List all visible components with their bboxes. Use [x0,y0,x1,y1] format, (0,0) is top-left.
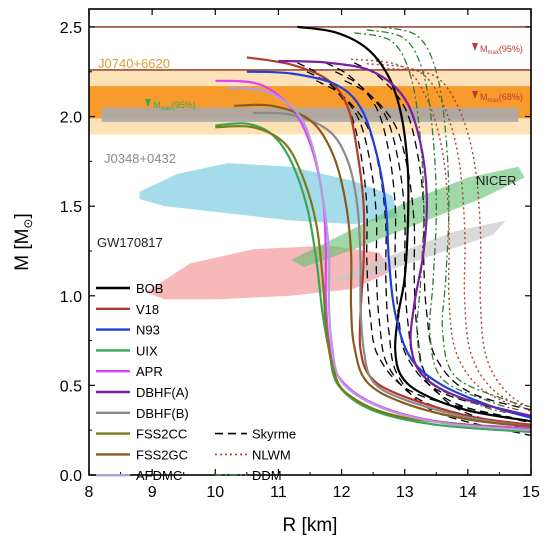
x-tick-label: 12 [333,484,351,501]
nlwm-curve [366,63,531,413]
legend-label: APR [136,364,163,379]
gw170817-pink-region [145,245,393,300]
skyrme-curve [353,62,531,411]
legend-label: DBHF(B) [136,406,189,421]
label-layer: J0740+6620 J0348+0432 GW170817 NICER R [… [12,56,516,536]
gw170817-label: GW170817 [97,235,163,250]
y-tick-label: 0.0 [60,468,82,485]
legend-label: AFDMC [136,468,182,483]
x-axis-label: R [km] [283,515,338,536]
legend-label: FSS2GC [136,447,188,462]
legend-family-label: DDM [252,468,282,483]
series-curve-afdmc [227,86,531,432]
nlwm-curve [382,67,531,409]
curve-layer [215,25,531,437]
j0348-label: J0348+0432 [104,151,176,166]
legend-label: N93 [136,323,160,338]
nicer-label: NICER [476,173,516,188]
x-tick-label: 10 [206,484,224,501]
series-curve-dbhf-b- [253,111,531,428]
mmax-left-label: Mmax(95%) [145,99,196,112]
mmax-68-label-text: Mmax(68%) [480,92,523,104]
series-curve-bob [297,25,531,423]
skyrme-curve [344,80,531,431]
legend-label: V18 [136,302,159,317]
y-tick-label: 1.5 [60,199,82,216]
x-tick-label: 14 [459,484,477,501]
y-tick-label: 2.0 [60,110,82,127]
series-curve-fss2cc [215,125,531,432]
legend-family-label: NLWM [252,447,291,462]
x-tick-label: 13 [396,484,414,501]
legend-label: UIX [136,343,158,358]
y-tick-label: 0.5 [60,378,82,395]
nicer-region-gray [328,220,506,282]
mmax-95-label-arrow [472,43,478,51]
y-tick-label: 1.0 [60,289,82,306]
mmax-left-label-arrow [145,99,151,107]
series-curve-n93 [246,70,531,419]
mmax-95-label-text: Mmax(95%) [480,44,523,56]
x-tick-label: 15 [522,484,540,501]
mmax-68-label-arrow [472,91,478,99]
y-tick-label: 2.5 [60,20,82,37]
series-curve-dbhf-a- [278,59,531,417]
x-tick-label: 11 [270,484,287,501]
axis-layer: Mmax(95%) Mmax(68%) Mmax(95%) 8 9 10 11 12 13 14 1… [60,9,540,501]
y-axis-label: M [M⊙] [12,213,35,271]
x-tick-label: 9 [148,484,157,501]
x-tick-label: 8 [85,484,94,501]
mmax-68-label: Mmax(68%) [472,91,523,104]
gw170817-blue-region [139,163,399,225]
series-curve-fss2gc [234,103,531,428]
j0740-label: J0740+6620 [98,56,170,71]
mmax-left-label-text: Mmax(95%) [153,100,196,112]
legend-label: BOB [136,281,163,296]
legend-label: FSS2CC [136,427,187,442]
legend-label: DBHF(A) [136,385,189,400]
nlwm-curve [350,58,516,408]
mmax-95-label: Mmax(95%) [472,43,523,56]
legend-family-label: Skyrme [252,427,296,442]
legend: BOB V18 N93 UIX APR DBHF(A) DBHF(B) FSS2CC FSS2G… [96,281,296,483]
